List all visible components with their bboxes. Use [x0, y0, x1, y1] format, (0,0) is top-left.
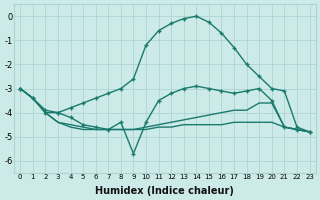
X-axis label: Humidex (Indice chaleur): Humidex (Indice chaleur) [95, 186, 234, 196]
